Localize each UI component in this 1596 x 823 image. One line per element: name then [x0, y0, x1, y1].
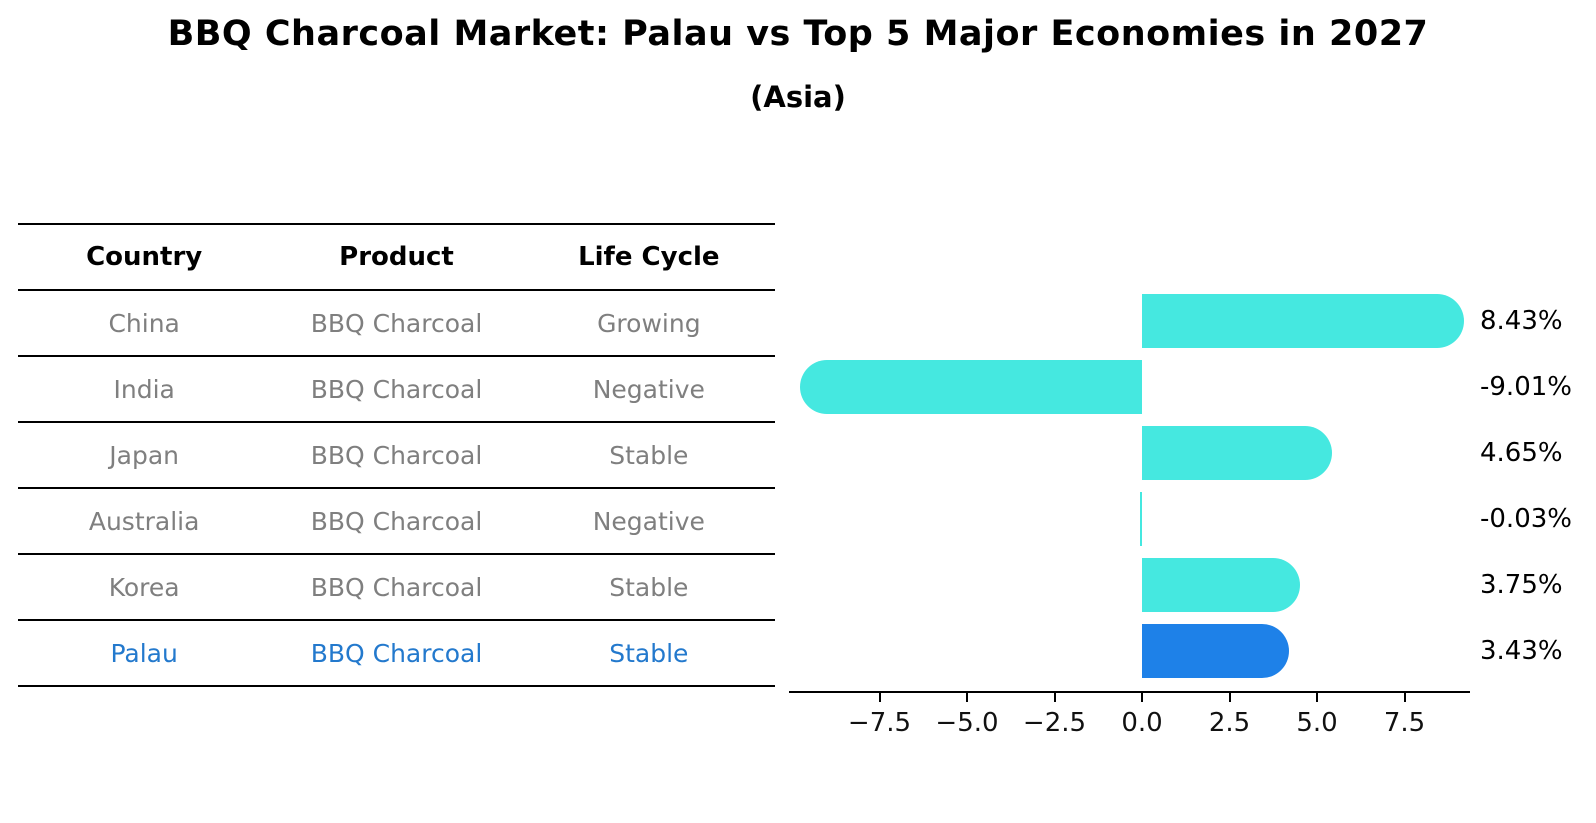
country-cell: Palau — [110, 638, 178, 668]
x-axis-line — [789, 691, 1470, 693]
table-row-china: China BBQ Charcoal Growing — [18, 289, 775, 355]
x-tick — [1403, 693, 1406, 702]
life-cycle-cell: Negative — [592, 374, 705, 404]
column-header-life-cycle: Life Cycle — [578, 242, 720, 272]
country-table: Country Product Life Cycle China BBQ Charcoa… — [18, 223, 775, 687]
table-row-japan: Japan BBQ Charcoal Stable — [18, 421, 775, 487]
x-tick-label: −5.0 — [935, 708, 999, 738]
x-tick-label: 2.5 — [1208, 708, 1251, 738]
table-row-palau: Palau BBQ Charcoal Stable — [18, 619, 775, 687]
bar-australia — [1140, 492, 1142, 546]
product-cell: BBQ Charcoal — [310, 374, 483, 404]
bar-chart: 8.43% -9.01% 4.65% -0.03% 3.75% 3.43% −7.5 −5.0… — [789, 288, 1596, 758]
value-label-japan: 4.65% — [1480, 438, 1563, 468]
bar-china — [1142, 294, 1465, 348]
x-tick — [1053, 693, 1056, 702]
x-tick-label: −7.5 — [847, 708, 912, 738]
bar-palau — [1142, 624, 1290, 678]
value-label-china: 8.43% — [1480, 306, 1563, 336]
x-tick-label: 0.0 — [1121, 708, 1163, 738]
life-cycle-cell: Stable — [609, 638, 689, 668]
country-cell: India — [113, 374, 175, 404]
x-tick — [878, 693, 881, 702]
column-header-country: Country — [86, 242, 203, 272]
chart-title: BBQ Charcoal Market: Palau vs Top 5 Majo… — [167, 14, 1429, 54]
product-cell: BBQ Charcoal — [310, 638, 483, 668]
table-row-australia: Australia BBQ Charcoal Negative — [18, 487, 775, 553]
x-tick — [1141, 693, 1143, 702]
country-cell: Korea — [108, 572, 180, 602]
life-cycle-cell: Stable — [609, 572, 689, 602]
life-cycle-cell: Negative — [592, 506, 705, 536]
value-label-australia: -0.03% — [1480, 504, 1572, 534]
table-row-india: India BBQ Charcoal Negative — [18, 355, 775, 421]
life-cycle-cell: Stable — [609, 440, 689, 470]
life-cycle-cell: Growing — [597, 308, 701, 338]
x-tick-label: 5.0 — [1296, 708, 1338, 738]
x-tick — [1316, 693, 1318, 702]
value-label-palau: 3.43% — [1480, 636, 1563, 666]
product-cell: BBQ Charcoal — [310, 506, 483, 536]
x-tick — [1228, 693, 1231, 702]
x-tick-label: −2.5 — [1022, 708, 1087, 738]
product-cell: BBQ Charcoal — [310, 308, 483, 338]
chart-subtitle: (Asia) — [750, 80, 846, 114]
value-label-india: -9.01% — [1480, 372, 1572, 402]
x-tick — [966, 693, 968, 702]
value-label-korea: 3.75% — [1480, 570, 1563, 600]
bar-india — [799, 360, 1142, 414]
table-row-korea: Korea BBQ Charcoal Stable — [18, 553, 775, 619]
bar-korea — [1142, 558, 1301, 612]
country-cell: Australia — [88, 506, 200, 536]
country-cell: Japan — [109, 440, 180, 470]
country-cell: China — [108, 308, 180, 338]
column-header-product: Product — [339, 242, 454, 272]
table-header-row: Country Product Life Cycle — [18, 223, 775, 289]
x-tick-label: 7.5 — [1383, 708, 1426, 738]
bar-japan — [1142, 426, 1332, 480]
product-cell: BBQ Charcoal — [310, 572, 483, 602]
product-cell: BBQ Charcoal — [310, 440, 483, 470]
